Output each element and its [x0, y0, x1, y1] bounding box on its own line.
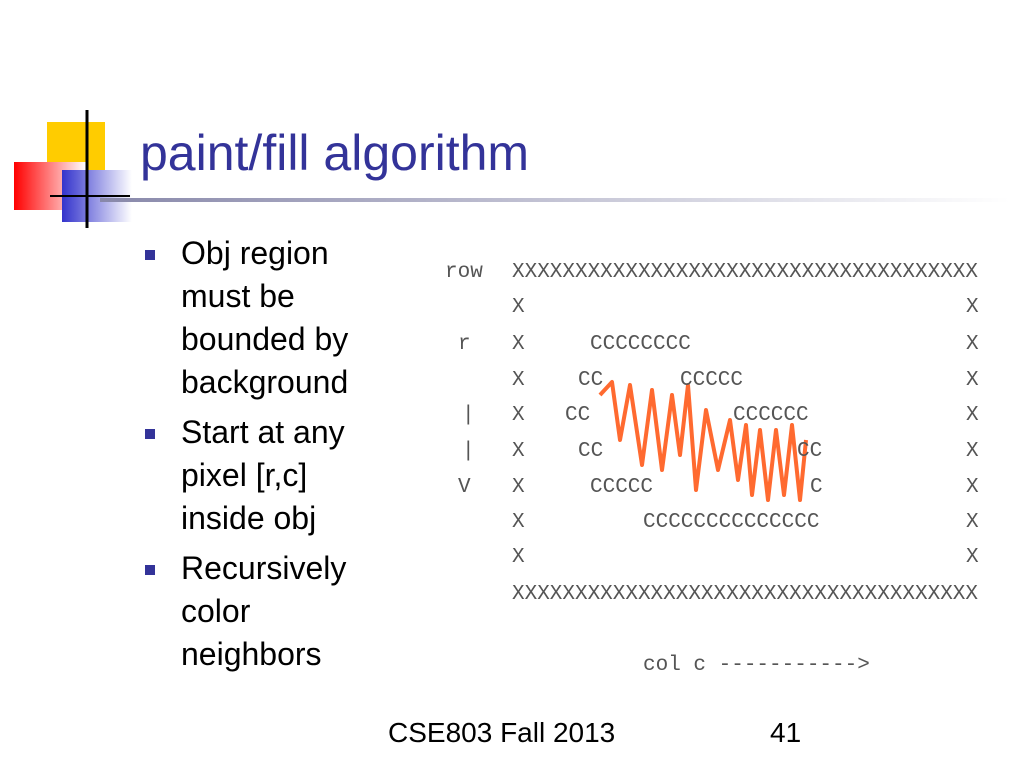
figure-text: X — [512, 296, 525, 319]
figure-text: X — [512, 369, 525, 392]
figure-text: X — [512, 511, 525, 534]
figure-text: X — [966, 404, 979, 427]
figure-text: CCCCC — [680, 369, 743, 392]
figure-text: CCCCCCCCCCCCCC — [643, 511, 819, 534]
figure-text: X — [512, 476, 525, 499]
figure-text: | — [462, 440, 475, 463]
figure-text: X — [966, 546, 979, 569]
figure-text: X — [512, 404, 525, 427]
title-underline — [100, 198, 1010, 202]
bullet: Recursively color neighbors — [145, 547, 375, 676]
footer: CSE803 Fall 2013 — [388, 717, 616, 748]
figure-text: V — [458, 476, 471, 499]
figure-text: CC — [565, 404, 590, 427]
figure-text: XXXXXXXXXXXXXXXXXXXXXXXXXXXXXXXXXXXXX — [512, 261, 978, 284]
figure-text: CCCCCC — [733, 404, 809, 427]
figure-text: col c -----------> — [643, 654, 870, 677]
figure-text: X — [966, 440, 979, 463]
slide-number: 41 — [770, 717, 802, 748]
figure-text: | — [462, 404, 475, 427]
figure-text: X — [512, 546, 525, 569]
figure-text: X — [512, 440, 525, 463]
figure-text: X — [966, 476, 979, 499]
figure-text: X — [966, 333, 979, 356]
bullet: Start at any pixel [r,c] inside obj — [145, 411, 375, 540]
figure-text: X — [966, 511, 979, 534]
figure: row XXXXXXXXXXXXXXXXXXXXXXXXXXXXXXXXXXXXX… — [445, 261, 979, 677]
figure-text: r — [458, 333, 471, 356]
slide-title: paint/fill algorithm — [140, 125, 530, 181]
figure-text: X — [512, 333, 525, 356]
figure-text: CC — [578, 369, 603, 392]
bullet-list: Obj region must be bounded by background… — [145, 232, 375, 683]
bullet: Obj region must be bounded by background — [145, 232, 375, 404]
figure-text: CC — [578, 440, 603, 463]
figure-text: row — [445, 261, 483, 284]
figure-text: C — [810, 476, 823, 499]
figure-text: CCCCCCCC — [590, 333, 691, 356]
paint-scribble — [598, 380, 808, 502]
figure-text: CCCCC — [590, 476, 653, 499]
figure-text: X — [966, 369, 979, 392]
figure-text: XXXXXXXXXXXXXXXXXXXXXXXXXXXXXXXXXXXXX — [512, 583, 978, 606]
figure-text: X — [966, 296, 979, 319]
figure-text: CC — [797, 440, 822, 463]
